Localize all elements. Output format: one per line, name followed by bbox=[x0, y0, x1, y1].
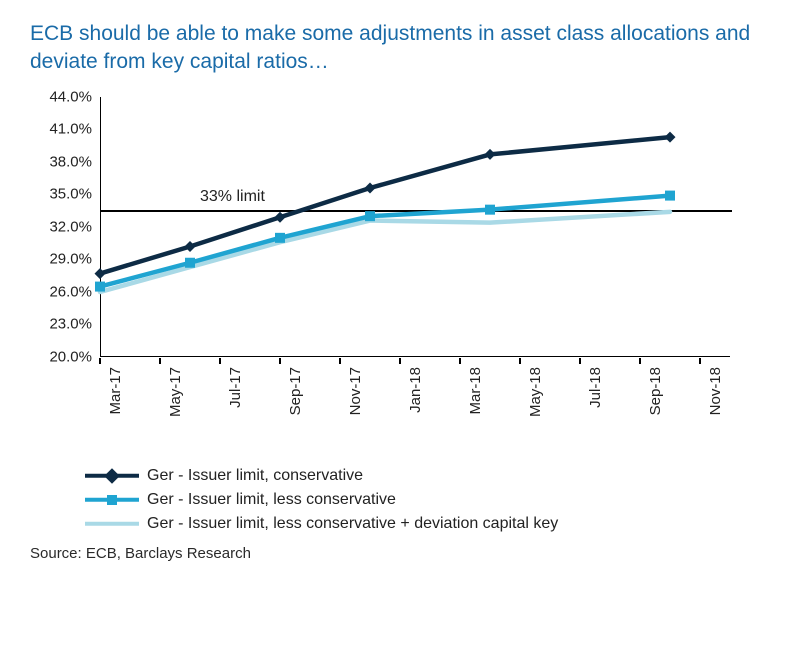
chart-source: Source: ECB, Barclays Research bbox=[30, 545, 770, 562]
series-line-deviation_key bbox=[100, 212, 670, 292]
legend-swatch-deviation_key bbox=[85, 516, 139, 532]
legend-label: Ger - Issuer limit, less conservative + … bbox=[147, 515, 558, 533]
y-axis-tick-label: 29.0% bbox=[30, 251, 92, 268]
y-axis-tick-label: 35.0% bbox=[30, 186, 92, 203]
x-axis-tick bbox=[459, 358, 461, 364]
legend-item-less_conservative: Ger - Issuer limit, less conservative bbox=[85, 491, 770, 509]
series-marker-less_conservative bbox=[665, 190, 675, 200]
y-axis-tick-label: 23.0% bbox=[30, 316, 92, 333]
y-axis-tick-label: 44.0% bbox=[30, 88, 92, 105]
x-axis-tick-label: Nov-17 bbox=[347, 367, 364, 415]
legend-label: Ger - Issuer limit, conservative bbox=[147, 467, 363, 485]
series-marker-conservative bbox=[665, 131, 676, 142]
series-marker-less_conservative bbox=[185, 257, 195, 267]
legend-swatch-less_conservative bbox=[85, 492, 139, 508]
series-marker-less_conservative bbox=[365, 211, 375, 221]
x-axis-tick-label: May-18 bbox=[527, 367, 544, 417]
legend-swatch-conservative bbox=[85, 468, 139, 484]
x-axis-tick-label: Jan-18 bbox=[407, 367, 424, 413]
x-axis-tick-label: Mar-17 bbox=[107, 367, 124, 415]
x-axis-tick bbox=[699, 358, 701, 364]
y-axis-tick-label: 32.0% bbox=[30, 218, 92, 235]
x-axis-tick-label: Nov-18 bbox=[707, 367, 724, 415]
series-layer bbox=[100, 97, 730, 357]
x-axis-tick-label: Sep-18 bbox=[647, 367, 664, 415]
x-axis-tick-label: Jul-17 bbox=[227, 367, 244, 408]
series-marker-less_conservative bbox=[485, 204, 495, 214]
x-axis-tick bbox=[219, 358, 221, 364]
y-axis-tick-label: 20.0% bbox=[30, 348, 92, 365]
legend-item-deviation_key: Ger - Issuer limit, less conservative + … bbox=[85, 515, 770, 533]
chart-area: 20.0% 23.0% 26.0% 29.0% 32.0% 35.0% 38.0% 41.0%… bbox=[30, 97, 750, 427]
x-axis-tick-label: Jul-18 bbox=[587, 367, 604, 408]
x-axis-tick bbox=[579, 358, 581, 364]
x-axis-tick bbox=[339, 358, 341, 364]
y-axis-tick-label: 41.0% bbox=[30, 121, 92, 138]
legend-item-conservative: Ger - Issuer limit, conservative bbox=[85, 467, 770, 485]
x-axis-tick-label: Mar-18 bbox=[467, 367, 484, 415]
series-line-conservative bbox=[100, 137, 670, 273]
x-axis-tick bbox=[639, 358, 641, 364]
x-axis-tick bbox=[399, 358, 401, 364]
y-axis-tick-label: 26.0% bbox=[30, 283, 92, 300]
x-axis-tick-label: May-17 bbox=[167, 367, 184, 417]
series-marker-conservative bbox=[95, 268, 106, 279]
series-marker-conservative bbox=[365, 182, 376, 193]
series-marker-less_conservative bbox=[275, 233, 285, 243]
x-axis-tick-label: Sep-17 bbox=[287, 367, 304, 415]
x-axis-tick bbox=[159, 358, 161, 364]
x-axis-tick bbox=[99, 358, 101, 364]
series-marker-conservative bbox=[275, 211, 286, 222]
series-marker-less_conservative bbox=[95, 281, 105, 291]
series-marker-conservative bbox=[185, 241, 196, 252]
x-axis-tick bbox=[279, 358, 281, 364]
x-axis-tick bbox=[519, 358, 521, 364]
series-line-less_conservative bbox=[100, 195, 670, 286]
series-marker-conservative bbox=[485, 149, 496, 160]
legend: Ger - Issuer limit, conservative Ger - Is… bbox=[85, 467, 770, 533]
legend-label: Ger - Issuer limit, less conservative bbox=[147, 491, 396, 509]
y-axis-tick-label: 38.0% bbox=[30, 153, 92, 170]
chart-title: ECB should be able to make some adjustme… bbox=[30, 20, 770, 77]
